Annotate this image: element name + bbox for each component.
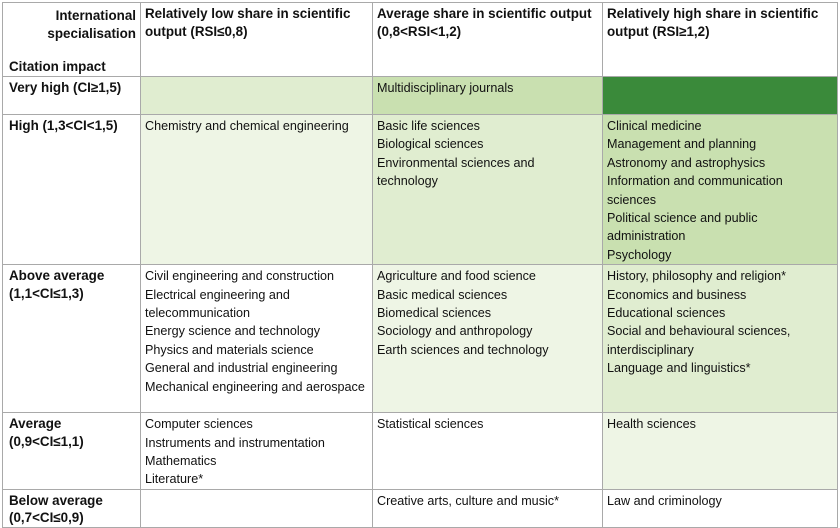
field-item: Chemistry and chemical engineering [145, 119, 349, 133]
row-label: Average (0,9<CI≤1,1) [2, 412, 141, 490]
field-item: Earth sciences and technology [377, 342, 549, 357]
field-item: Civil engineering and construction [145, 269, 335, 284]
cell: Law and criminology [602, 488, 838, 528]
field-item: Political science and public administrat… [607, 211, 758, 244]
cell: Civil engineering and construction Electr… [140, 264, 373, 414]
field-item: Instruments and instrumentation [145, 435, 325, 450]
field-item: Health sciences [607, 417, 696, 432]
cell [602, 76, 838, 115]
field-item: Statistical sciences [377, 417, 484, 432]
field-item: Basic life sciences [377, 119, 480, 133]
field-item: Psychology [607, 247, 672, 262]
row-label: High (1,3<CI<1,5) [2, 113, 141, 266]
field-item: History, philosophy and religion* [607, 269, 786, 284]
field-item: Biological sciences [377, 137, 484, 152]
field-item: Astronomy and astrophysics [607, 155, 766, 170]
row-label: Below average (0,7<CI≤0,9) [2, 488, 141, 528]
cell [140, 76, 373, 115]
cell: Computer sciences Instruments and instrum… [140, 412, 373, 490]
corner-cell: International specialisation Citation im… [2, 2, 141, 77]
row-label: Very high (CI≥1,5) [2, 76, 141, 115]
field-item: Literature* [145, 472, 204, 487]
column-header-high: Relatively high share in scientific outp… [602, 2, 838, 77]
cell: History, philosophy and religion* Economi… [602, 264, 838, 414]
header-row: International specialisation Citation im… [2, 2, 838, 77]
cell [140, 488, 373, 528]
cell: Clinical medicine Management and planning… [602, 113, 838, 266]
row-high: High (1,3<CI<1,5) Chemistry and chemical… [2, 113, 838, 266]
field-item: Law and criminology [607, 493, 722, 508]
cell: Multidisciplinary journals [372, 76, 603, 115]
y-axis-label: Citation impact [9, 58, 106, 74]
field-item: Mechanical engineering and aerospace [145, 379, 365, 394]
field-item: Clinical medicine [607, 119, 702, 133]
cell: Agriculture and food science Basic medica… [372, 264, 603, 414]
cell: Statistical sciences [372, 412, 603, 490]
row-very-high: Very high (CI≥1,5) Multidisciplinary jou… [2, 76, 838, 115]
cell: Chemistry and chemical engineering [140, 113, 373, 266]
cell: Creative arts, culture and music* [372, 488, 603, 528]
row-below-average: Below average (0,7<CI≤0,9) Creative arts… [2, 488, 838, 528]
field-item: Educational sciences [607, 306, 726, 321]
field-item: Economics and business [607, 287, 747, 302]
field-item: Environmental sciences and technology [377, 155, 535, 189]
field-item: Computer sciences [145, 417, 253, 432]
field-item: Management and planning [607, 137, 757, 152]
field-item: Creative arts, culture and music* [377, 493, 559, 508]
field-item: General and industrial engineering [145, 361, 338, 376]
field-item: Physics and materials science [145, 342, 314, 357]
field-item: Sociology and anthropology [377, 324, 533, 339]
row-label: Above average (1,1<CI≤1,3) [2, 264, 141, 414]
field-item: Basic medical sciences [377, 287, 508, 302]
cell: Basic life sciences Biological sciences En… [372, 113, 603, 266]
field-item: Mathematics [145, 454, 217, 469]
field-item: Energy science and technology [145, 324, 321, 339]
x-axis-label: International specialisation [47, 8, 136, 41]
field-item: Electrical engineering and telecommunica… [145, 287, 290, 321]
column-header-low: Relatively low share in scientific outpu… [140, 2, 373, 77]
field-item: Social and behavioural sciences, interdi… [607, 324, 791, 357]
field-item: Language and linguistics* [607, 361, 751, 376]
field-item: Agriculture and food science [377, 269, 536, 284]
row-average: Average (0,9<CI≤1,1) Computer sciences In… [2, 412, 838, 490]
field-item: Multidisciplinary journals [377, 81, 514, 95]
field-item: Information and communication sciences [607, 174, 783, 207]
column-header-average: Average share in scientific output (0,8<… [372, 2, 603, 77]
row-above-average: Above average (1,1<CI≤1,3) Civil enginee… [2, 264, 838, 414]
cell: Health sciences [602, 412, 838, 490]
field-item: Biomedical sciences [377, 306, 492, 321]
